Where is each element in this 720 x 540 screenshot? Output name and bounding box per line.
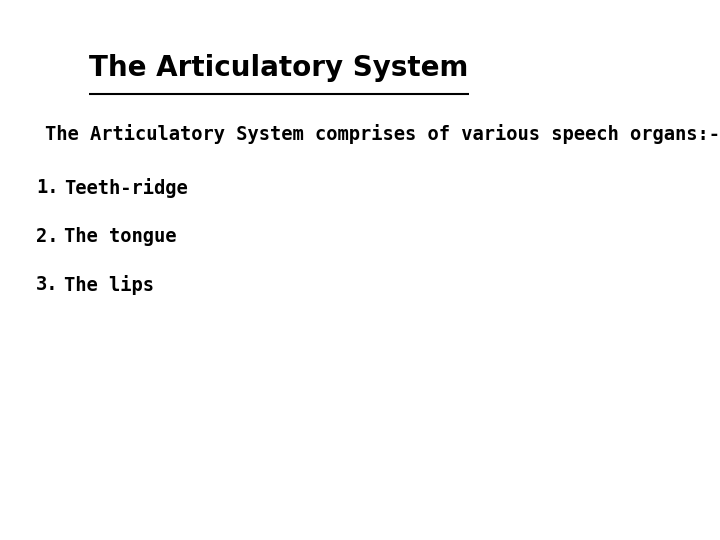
Text: Teeth-ridge: Teeth-ridge (64, 178, 188, 198)
Text: The Articulatory System: The Articulatory System (89, 54, 469, 82)
Text: The lips: The lips (64, 275, 154, 295)
Text: The tongue: The tongue (64, 227, 176, 246)
Text: The Articulatory System comprises of various speech organs:-: The Articulatory System comprises of var… (45, 124, 720, 144)
Text: 1.: 1. (36, 178, 59, 197)
Text: 3.: 3. (36, 275, 59, 294)
Text: 2.: 2. (36, 227, 59, 246)
